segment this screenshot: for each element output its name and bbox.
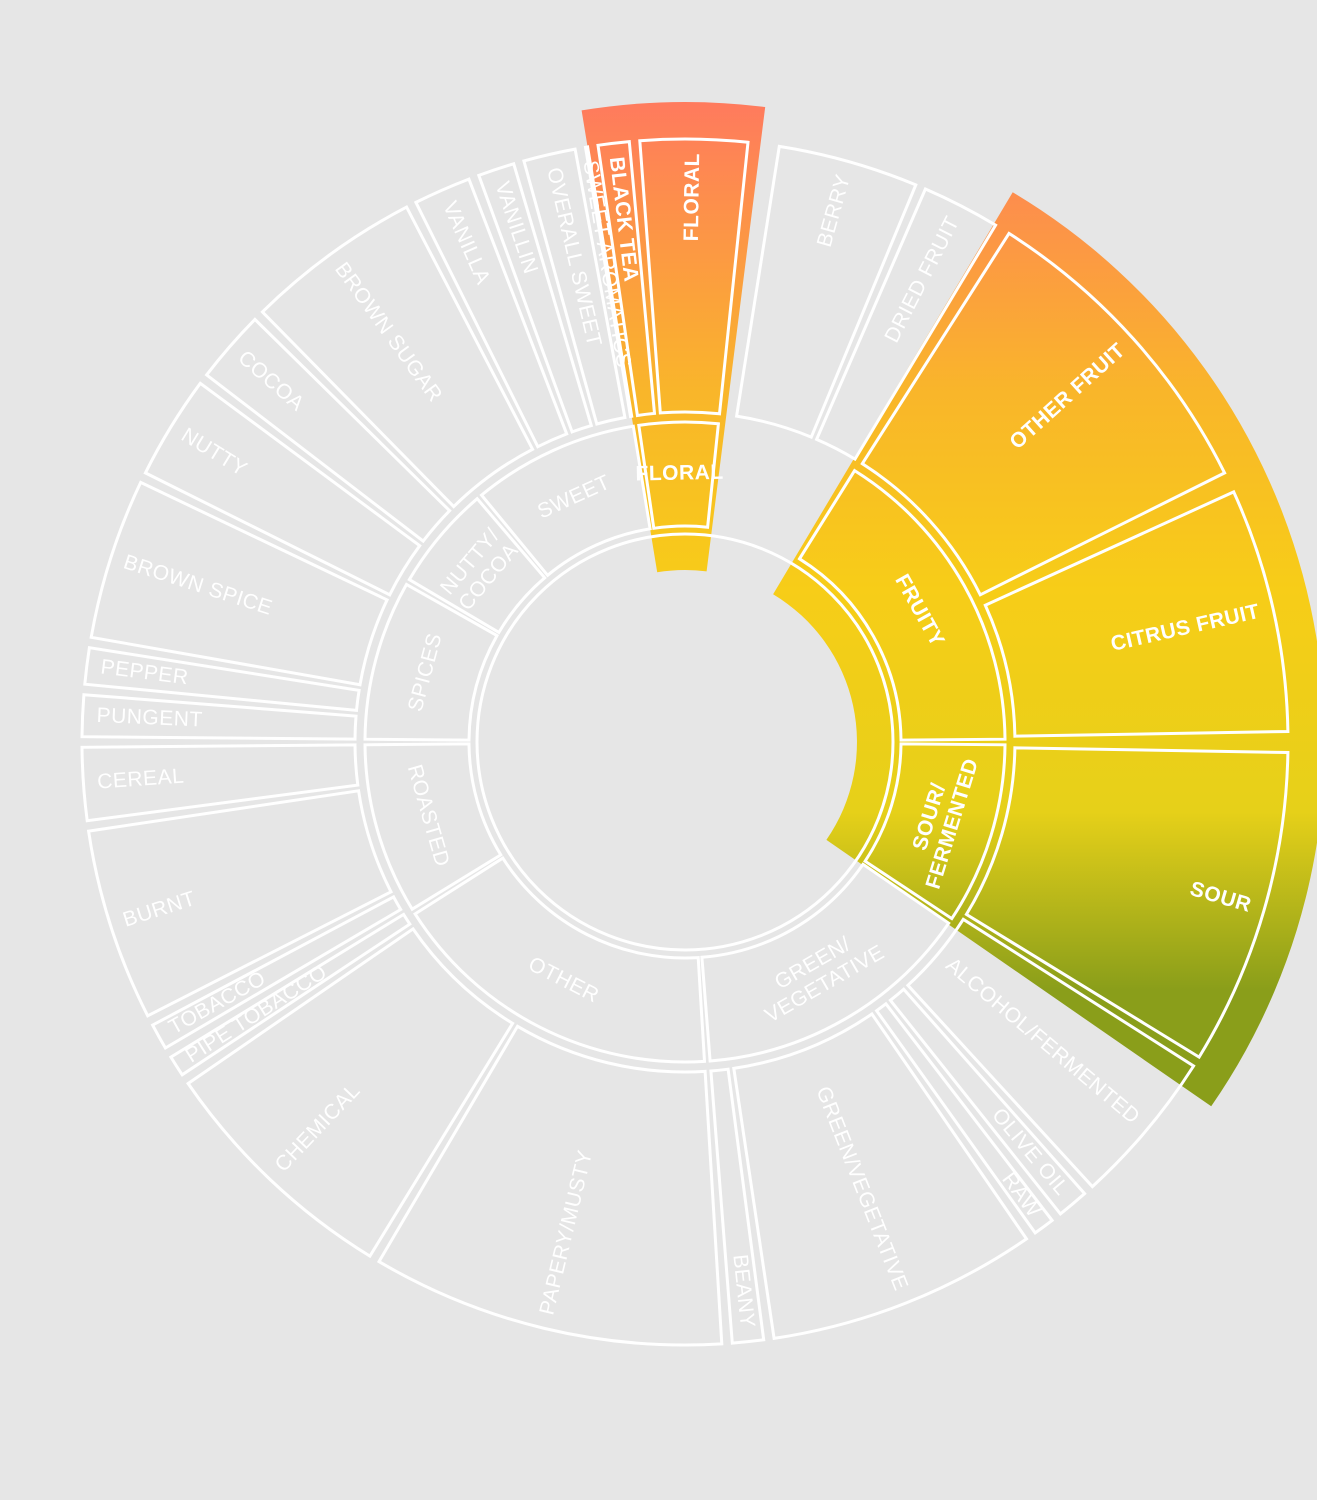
outer-segment-cereal[interactable] [80, 743, 360, 823]
inner-segment-green-vegetative[interactable] [700, 862, 951, 1063]
inner-segment-spices[interactable] [363, 582, 500, 742]
outer-segment-chemical[interactable] [186, 926, 515, 1259]
inner-segment-other[interactable] [413, 856, 707, 1064]
segment-label-text: NUTTY [177, 424, 251, 481]
outer-segment-alcohol-fermented[interactable] [905, 917, 1196, 1189]
inner-label-spices: SPICES [404, 631, 447, 714]
outer-label-berry: BERRY [813, 172, 855, 250]
inner-segment-sweet[interactable] [479, 424, 652, 578]
segment-label-text: BERRY [813, 172, 855, 250]
outer-segment-pepper[interactable] [83, 645, 361, 713]
inner-segment-floral[interactable] [637, 420, 721, 531]
segment-label-text: GREEN/VEGETATIVE [811, 1083, 912, 1294]
segment-label-text: ROASTED [403, 762, 454, 869]
inner-segment-nutty-cocoa[interactable] [407, 496, 547, 635]
segment-label-text: BROWN SUGAR [330, 258, 446, 406]
outer-segment-tobacco[interactable] [150, 894, 403, 1051]
outer-segment-vanillin[interactable] [476, 161, 594, 434]
outer-label-cereal: CEREAL [97, 765, 185, 794]
outer-segment-brown-spice[interactable] [89, 480, 390, 687]
outer-label-vanilla: VANILLA [438, 198, 495, 288]
segment-label-text: CEREAL [97, 765, 185, 794]
segment-label-text: SPICES [404, 631, 447, 714]
outer-segment-overall-sweet[interactable] [522, 147, 627, 426]
segment-label-text: FLORAL [680, 153, 704, 242]
outer-segment-nutty[interactable] [143, 381, 422, 597]
outer-segment-pipe-tobacco[interactable] [168, 912, 412, 1077]
highlight-bands [581, 101, 1317, 1107]
inner-segment-fruity[interactable] [797, 468, 1007, 742]
segment-label-text: SWEET [534, 471, 614, 524]
outer-segment-cocoa[interactable] [204, 317, 452, 544]
wheel-segments [80, 137, 1290, 1347]
inner-label-floral: FLORAL [635, 461, 724, 486]
outer-label-brown-spice: BROWN SPICE [121, 551, 275, 620]
inner-label-green-vegetative: GREEN/VEGETATIVE [749, 919, 888, 1027]
outer-segment-sour[interactable] [964, 746, 1290, 1060]
outer-segment-papery-musty[interactable] [376, 1024, 724, 1347]
segment-label-text: CHEMICAL [271, 1079, 365, 1176]
segment-label-text: PAPERY/MUSTY [535, 1148, 597, 1317]
inner-label-roasted: ROASTED [403, 762, 454, 869]
outer-label-chemical: CHEMICAL [271, 1079, 365, 1176]
segment-label-text: BROWN SPICE [121, 551, 275, 620]
outer-segment-sweet-aromatics[interactable] [583, 145, 634, 419]
outer-segment-brown-sugar[interactable] [260, 205, 535, 509]
wheel-core [475, 532, 895, 952]
inner-label-sweet: SWEET [534, 471, 614, 524]
outer-segment-raw[interactable] [874, 1001, 1055, 1235]
outer-label-green-vegetative: GREEN/VEGETATIVE [811, 1083, 912, 1294]
outer-segment-black-tea[interactable] [596, 139, 657, 418]
highlight-band-1 [581, 101, 766, 573]
outer-label-nutty: NUTTY [177, 424, 251, 481]
outer-label-burnt: BURNT [120, 887, 198, 932]
outer-label-brown-sugar: BROWN SUGAR [330, 258, 446, 406]
outer-segment-vanilla[interactable] [413, 177, 569, 449]
outer-segment-berry[interactable] [734, 144, 918, 440]
outer-segment-pungent[interactable] [80, 693, 358, 741]
outer-label-papery-musty: PAPERY/MUSTY [535, 1148, 597, 1317]
outer-label-floral: FLORAL [680, 153, 704, 242]
outer-segment-beany[interactable] [709, 1067, 766, 1345]
outer-segment-other-fruit[interactable] [860, 231, 1227, 597]
segment-label-text: PUNGENT [96, 704, 203, 732]
outer-segment-olive-oil[interactable] [888, 987, 1087, 1217]
outer-segment-green-vegetative[interactable] [732, 1011, 1029, 1341]
inner-segment-sour-fermented[interactable] [863, 742, 1007, 921]
segment-label-text: VANILLA [438, 198, 495, 288]
inner-label-other: OTHER [525, 952, 603, 1007]
outer-segment-burnt[interactable] [86, 789, 394, 1018]
outer-label-pungent: PUNGENT [96, 704, 203, 732]
outer-segment-floral[interactable] [638, 137, 750, 416]
inner-segment-roasted[interactable] [363, 742, 503, 912]
segment-label-text: OTHER [525, 952, 603, 1007]
outer-segment-dried-fruit[interactable] [814, 187, 998, 462]
segment-label-text: GREEN/VEGETATIVE [749, 919, 888, 1027]
segment-label-text: FLORAL [635, 461, 724, 486]
segment-label-text: BURNT [120, 887, 198, 932]
outer-segment-citrus-fruit[interactable] [983, 489, 1290, 738]
highlight-band-2 [773, 192, 1317, 1107]
